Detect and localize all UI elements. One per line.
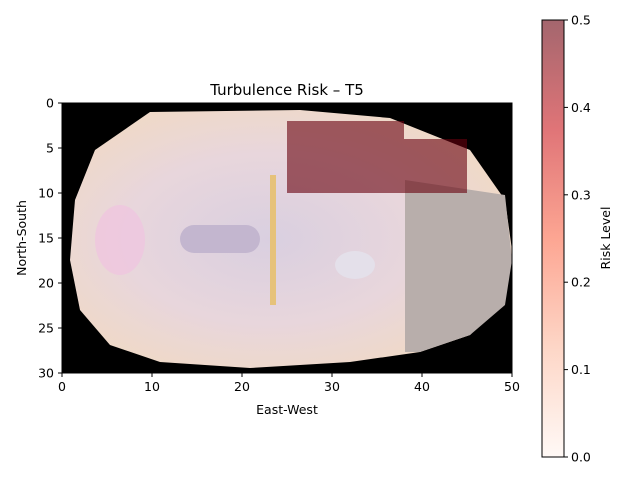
scan-bright-spot (335, 251, 375, 279)
colorbar-label: Risk Level (598, 207, 613, 270)
scan-side (405, 180, 512, 352)
x-axis: 0 10 20 30 40 50 (58, 373, 520, 394)
risk-region-2 (404, 139, 467, 193)
y-tick-label: 0 (46, 96, 54, 111)
plot-area (62, 103, 512, 373)
risk-layer (287, 121, 467, 193)
colorbar-frame (541, 19, 565, 458)
colorbar-gradient (542, 20, 564, 457)
colorbar-ticks: 0.0 0.1 0.2 0.3 0.4 0.5 (564, 13, 591, 465)
x-tick-label: 20 (234, 379, 250, 394)
risk-region-1 (287, 121, 404, 193)
colorbar-tick-label: 0.5 (571, 13, 591, 28)
scan-core (180, 225, 260, 253)
y-tick-label: 25 (38, 321, 54, 336)
y-tick-label: 10 (38, 186, 54, 201)
x-tick-label: 30 (324, 379, 340, 394)
colorbar-tick-label: 0.2 (571, 275, 591, 290)
y-axis-label: North-South (14, 200, 29, 276)
chart-title: Turbulence Risk – T5 (209, 81, 364, 99)
x-tick-label: 50 (504, 379, 520, 394)
colorbar-tick-label: 0.3 (571, 187, 591, 202)
y-tick-label: 30 (38, 366, 54, 381)
scan-stripe (270, 175, 276, 305)
x-tick-label: 40 (414, 379, 430, 394)
y-tick-label: 20 (38, 276, 54, 291)
x-axis-label: East-West (256, 402, 318, 417)
x-tick-label: 10 (144, 379, 160, 394)
x-tick-label: 0 (58, 379, 66, 394)
colorbar-tick-label: 0.1 (571, 362, 591, 377)
y-axis: 0 5 10 15 20 25 30 (38, 96, 62, 381)
colorbar-tick-label: 0.4 (571, 100, 591, 115)
colorbar: 0.0 0.1 0.2 0.3 0.4 0.5 Risk Level (541, 13, 613, 465)
y-tick-label: 15 (38, 231, 54, 246)
y-tick-label: 5 (46, 141, 54, 156)
colorbar-tick-label: 0.0 (571, 450, 591, 465)
scan-left-glow (95, 205, 145, 275)
